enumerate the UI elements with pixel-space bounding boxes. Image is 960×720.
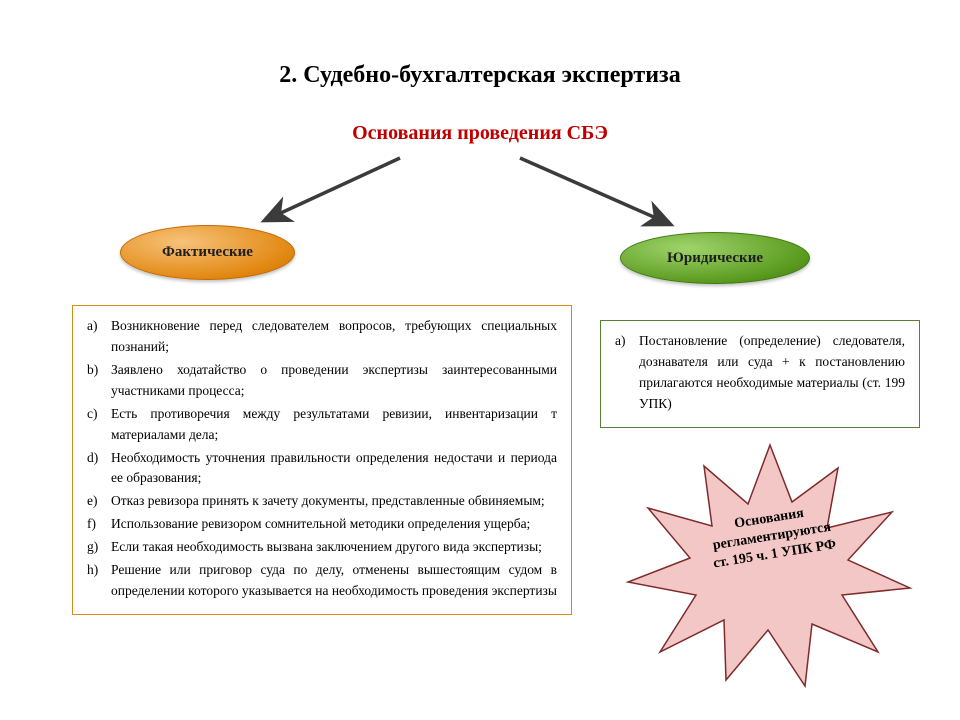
oval-legal: Юридические [620,232,810,284]
list-item: Использование ревизором сомнительной мет… [111,514,557,535]
box-legal: Постановление (определение) следователя,… [600,320,920,428]
list-factual: Возникновение перед следователем вопросо… [87,316,557,602]
list-item: Заявлено ходатайство о проведении экспер… [111,360,557,402]
list-item: Есть противоречия между результатами рев… [111,404,557,446]
list-item: Отказ ревизора принять к зачету документ… [111,491,557,512]
list-item: Необходимость уточнения правильности опр… [111,448,557,490]
oval-factual-label: Фактические [162,244,253,261]
oval-legal-label: Юридические [667,250,763,267]
list-legal: Постановление (определение) следователя,… [615,331,905,415]
oval-factual: Фактические [120,225,295,280]
slide-subtitle: Основания проведения СБЭ [0,122,960,145]
slide-title: 2. Судебно-бухгалтерская экспертиза [0,62,960,89]
list-item: Если такая необходимость вызвана заключе… [111,537,557,558]
list-item: Решение или приговор суда по делу, отмен… [111,560,557,602]
box-factual: Возникновение перед следователем вопросо… [72,305,572,615]
list-item: Возникновение перед следователем вопросо… [111,316,557,358]
list-item: Постановление (определение) следователя,… [639,331,905,415]
